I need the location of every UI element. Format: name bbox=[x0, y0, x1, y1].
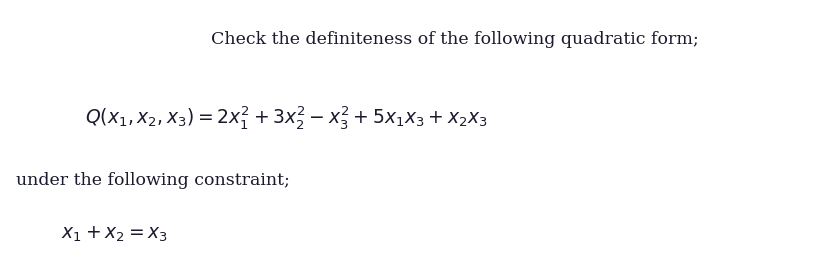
Text: $x_1 + x_2 = x_3$: $x_1 + x_2 = x_3$ bbox=[61, 224, 167, 244]
Text: $Q(x_1, x_2, x_3) = 2x_1^2 + 3x_2^2 - x_3^2 + 5x_1x_3 + x_2x_3$: $Q(x_1, x_2, x_3) = 2x_1^2 + 3x_2^2 - x_… bbox=[85, 104, 488, 131]
Text: Check the definiteness of the following quadratic form;: Check the definiteness of the following … bbox=[211, 31, 699, 48]
Text: under the following constraint;: under the following constraint; bbox=[16, 172, 290, 189]
